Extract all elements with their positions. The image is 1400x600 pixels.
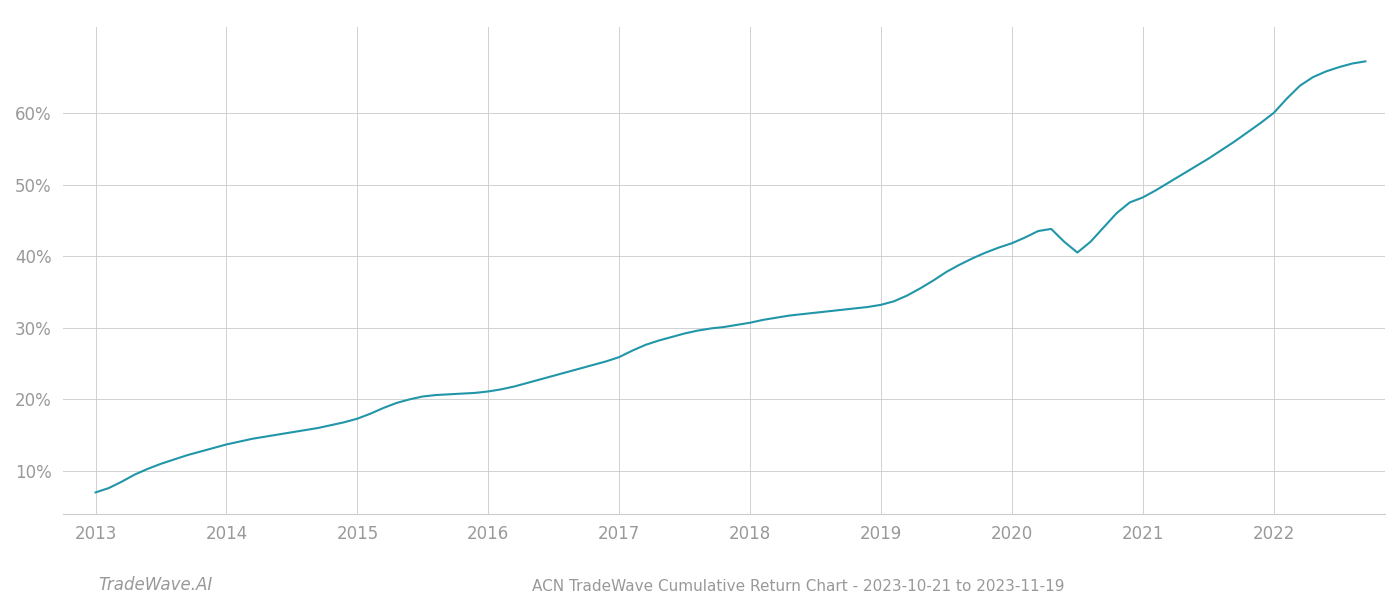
Text: ACN TradeWave Cumulative Return Chart - 2023-10-21 to 2023-11-19: ACN TradeWave Cumulative Return Chart - …	[532, 579, 1064, 594]
Text: TradeWave.AI: TradeWave.AI	[98, 576, 213, 594]
